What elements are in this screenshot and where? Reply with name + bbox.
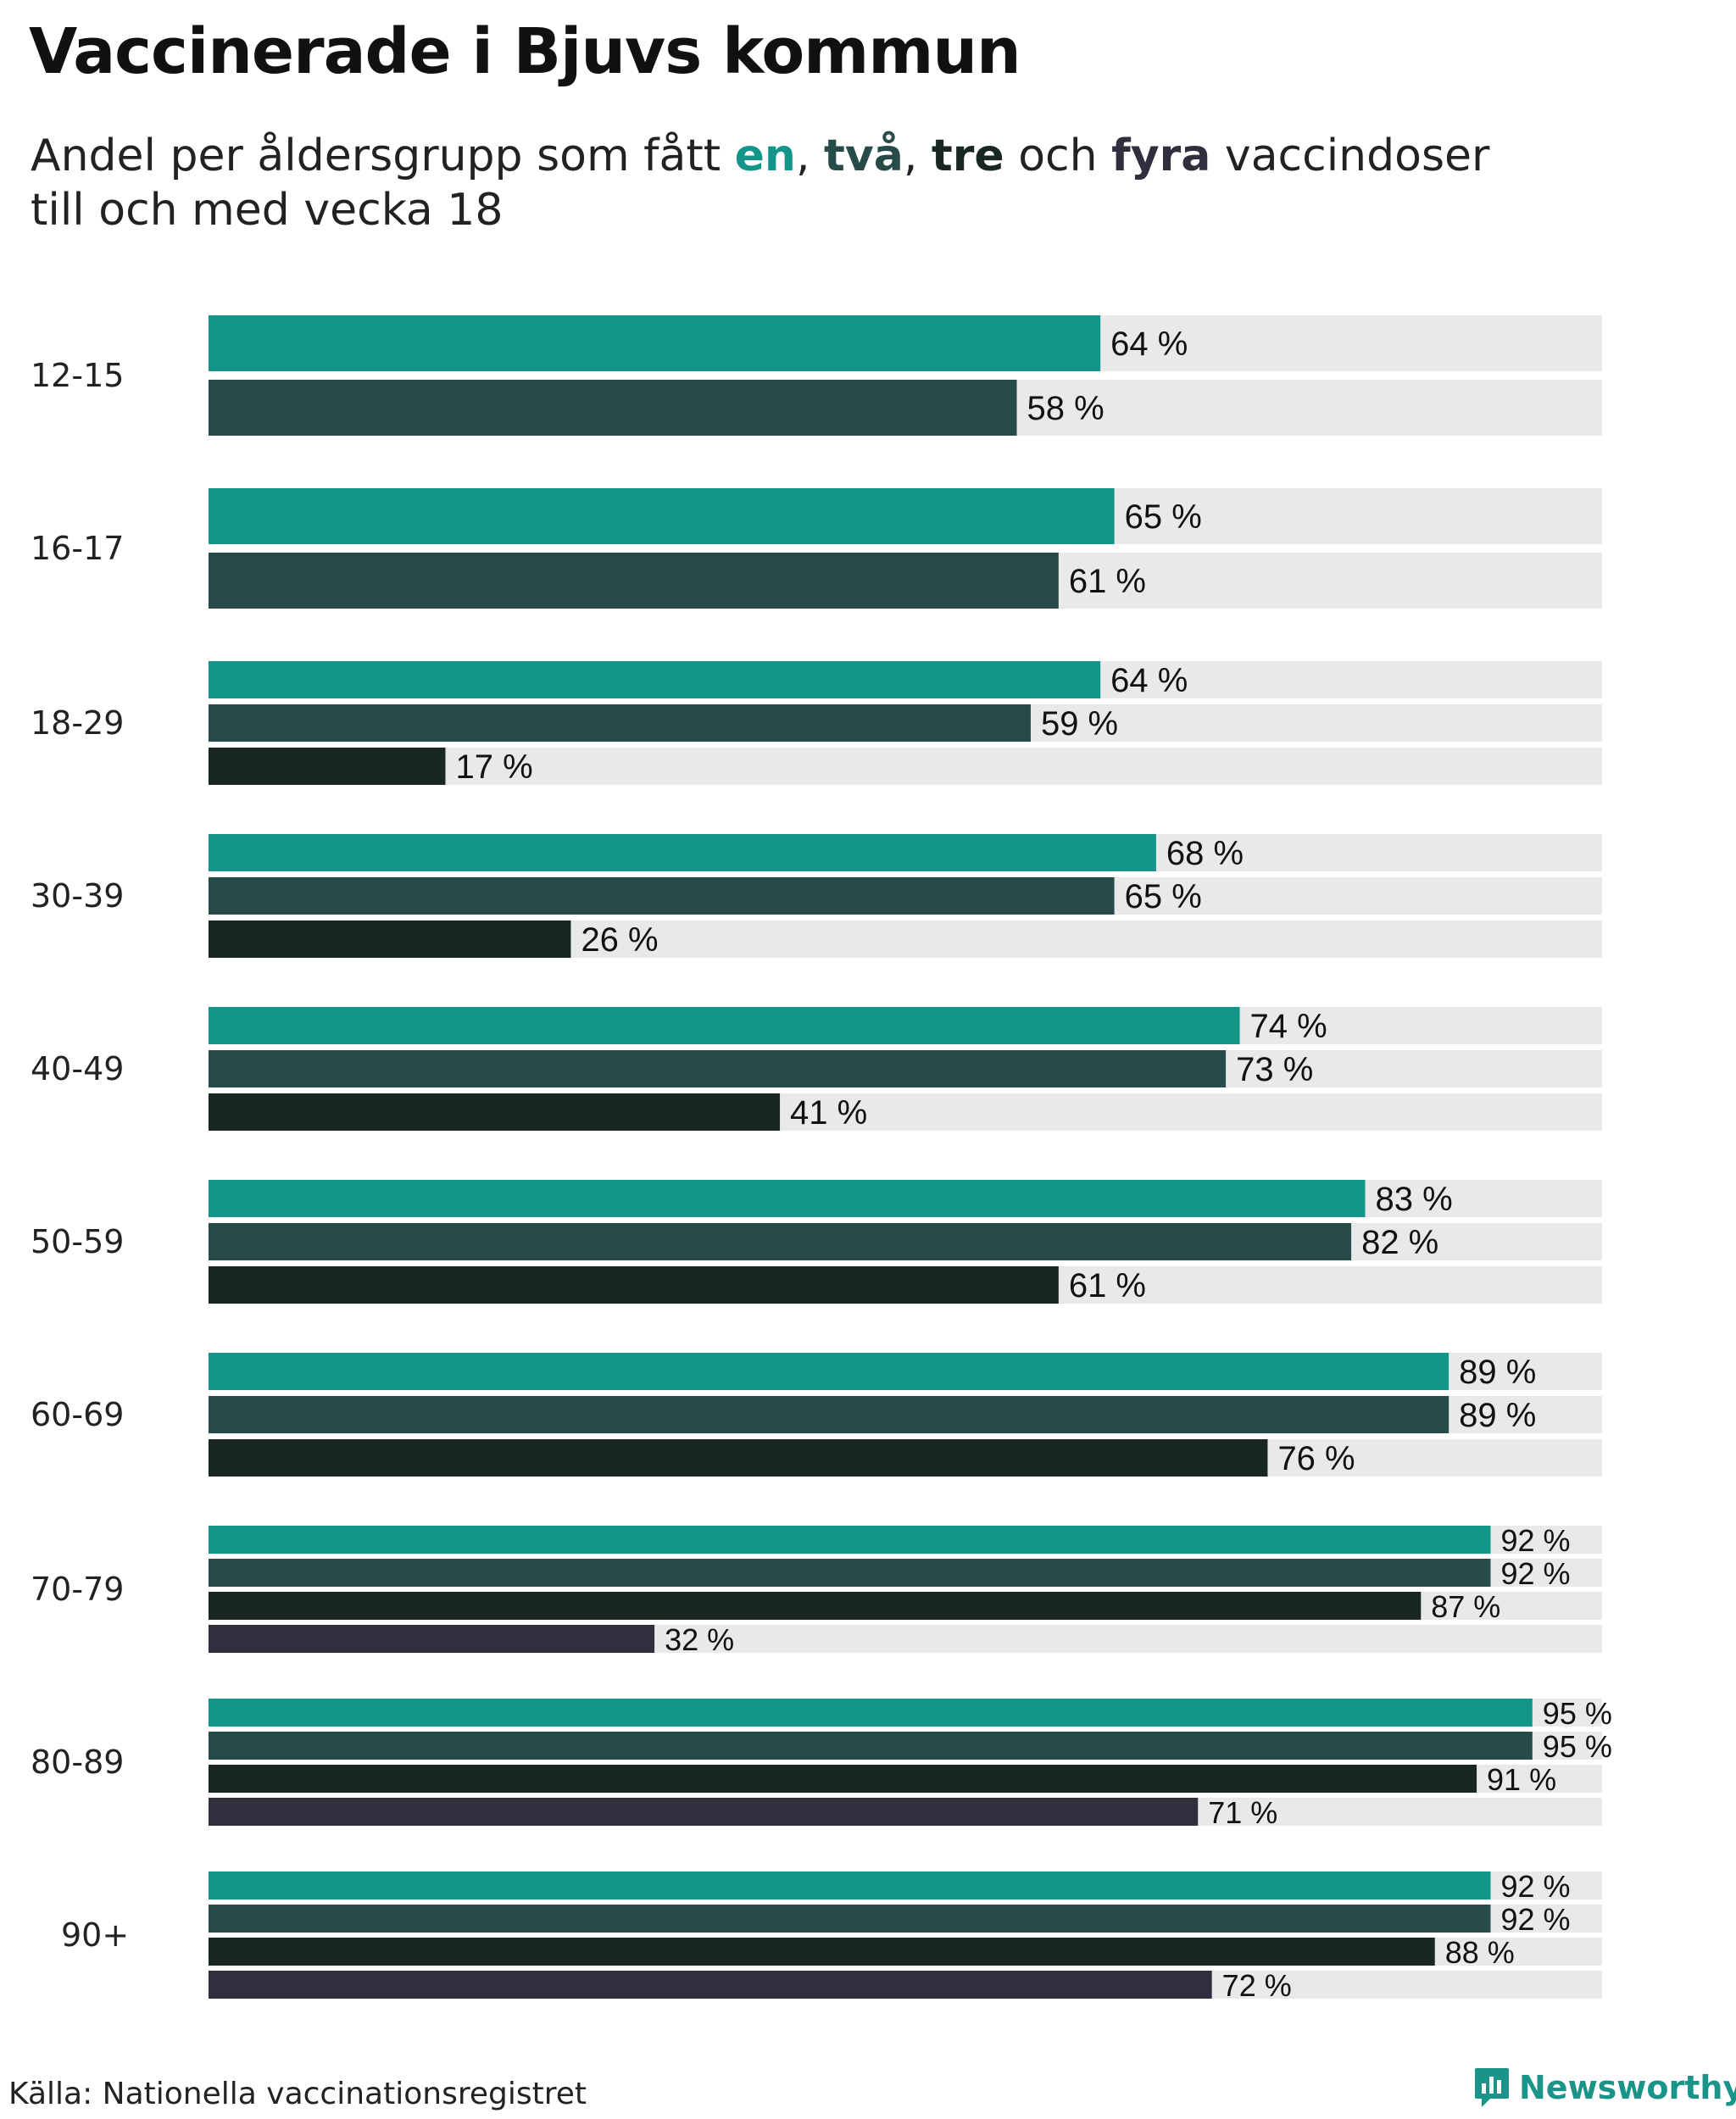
legend-dose-3: tre xyxy=(931,131,1004,181)
bar xyxy=(209,704,1031,742)
bar xyxy=(209,488,1115,544)
bar xyxy=(209,1396,1449,1433)
data-label: 91 % xyxy=(1487,1762,1556,1797)
bar xyxy=(209,1180,1366,1217)
data-label: 65 % xyxy=(1125,498,1202,536)
data-label: 58 % xyxy=(1027,390,1104,427)
data-label: 61 % xyxy=(1069,563,1146,600)
bar xyxy=(209,1439,1268,1477)
data-label: 92 % xyxy=(1500,1523,1570,1558)
data-label: 71 % xyxy=(1208,1795,1277,1830)
bar xyxy=(209,1223,1352,1260)
bar xyxy=(209,748,446,785)
bar xyxy=(209,1093,781,1131)
category-label: 80-89 xyxy=(31,1744,124,1781)
bar xyxy=(209,1938,1435,1966)
data-label: 92 % xyxy=(1500,1869,1570,1904)
bar xyxy=(209,1798,1199,1826)
newsworthy-logo-icon xyxy=(1475,2068,1509,2107)
bar xyxy=(209,1559,1491,1587)
data-label: 88 % xyxy=(1445,1935,1515,1970)
data-label: 17 % xyxy=(455,748,532,786)
category-label: 50-59 xyxy=(31,1223,124,1260)
data-label: 26 % xyxy=(581,921,658,959)
bar xyxy=(209,1732,1533,1760)
data-label: 59 % xyxy=(1041,705,1118,742)
data-label: 82 % xyxy=(1361,1224,1438,1261)
category-label: 90+ xyxy=(61,1916,129,1954)
bar xyxy=(209,877,1115,915)
subtitle-prefix: Andel per åldersgrupp som fått xyxy=(31,131,735,181)
data-label: 89 % xyxy=(1459,1397,1536,1434)
data-label: 92 % xyxy=(1500,1902,1570,1937)
bar xyxy=(209,1050,1227,1087)
bar xyxy=(209,1266,1059,1304)
bar xyxy=(209,661,1101,698)
data-label: 73 % xyxy=(1236,1051,1313,1088)
source-note: Källa: Nationella vaccinationsregistret xyxy=(8,2077,587,2111)
data-label: 61 % xyxy=(1069,1267,1146,1304)
bar xyxy=(209,1872,1491,1899)
data-label: 95 % xyxy=(1543,1729,1612,1764)
data-label: 72 % xyxy=(1222,1968,1292,2003)
bar xyxy=(209,1625,655,1653)
data-label: 41 % xyxy=(790,1094,867,1132)
subtitle-line-2: till och med vecka 18 xyxy=(31,185,504,236)
bar xyxy=(209,1905,1491,1933)
bar xyxy=(209,1699,1533,1727)
data-label: 89 % xyxy=(1459,1354,1536,1391)
chart-title: Vaccinerade i Bjuvs kommun xyxy=(29,15,1021,88)
data-label: 87 % xyxy=(1431,1589,1500,1624)
brand-logo: Newsworthy xyxy=(1473,2066,1736,2109)
bar xyxy=(209,1526,1491,1554)
category-label: 30-39 xyxy=(31,877,124,915)
data-label: 83 % xyxy=(1376,1181,1453,1218)
data-label: 74 % xyxy=(1250,1008,1327,1045)
bar xyxy=(209,920,571,958)
bar xyxy=(209,553,1059,609)
category-label: 18-29 xyxy=(31,704,124,742)
bar xyxy=(209,380,1017,436)
subtitle-sep-3: och xyxy=(1004,131,1112,181)
data-label: 95 % xyxy=(1543,1696,1612,1731)
category-label: 60-69 xyxy=(31,1396,124,1433)
data-label: 65 % xyxy=(1125,878,1202,915)
category-label: 16-17 xyxy=(31,530,124,567)
bar xyxy=(209,1007,1240,1044)
data-label: 64 % xyxy=(1110,662,1188,699)
bar xyxy=(209,1592,1422,1620)
bar xyxy=(209,1765,1477,1793)
legend-dose-4: fyra xyxy=(1111,131,1211,181)
category-label: 70-79 xyxy=(31,1571,124,1608)
bar xyxy=(209,834,1156,871)
data-label: 64 % xyxy=(1110,325,1188,363)
data-label: 76 % xyxy=(1277,1440,1355,1477)
data-label: 68 % xyxy=(1166,835,1244,872)
brand-name: Newsworthy xyxy=(1519,2069,1736,2106)
bar xyxy=(209,1353,1449,1390)
subtitle-sep-2: , xyxy=(903,131,932,181)
category-label: 12-15 xyxy=(31,357,124,394)
data-label: 92 % xyxy=(1500,1556,1570,1591)
bar xyxy=(209,1971,1212,1999)
legend-dose-2: två xyxy=(824,131,904,181)
chart-subtitle: Andel per åldersgrupp som fått en, två, … xyxy=(31,129,1489,237)
subtitle-suffix: vaccindoser xyxy=(1210,131,1490,181)
legend-dose-1: en xyxy=(734,131,796,181)
subtitle-sep-1: , xyxy=(795,131,825,181)
category-label: 40-49 xyxy=(31,1050,124,1087)
bar xyxy=(209,315,1101,371)
data-label: 32 % xyxy=(665,1622,734,1657)
